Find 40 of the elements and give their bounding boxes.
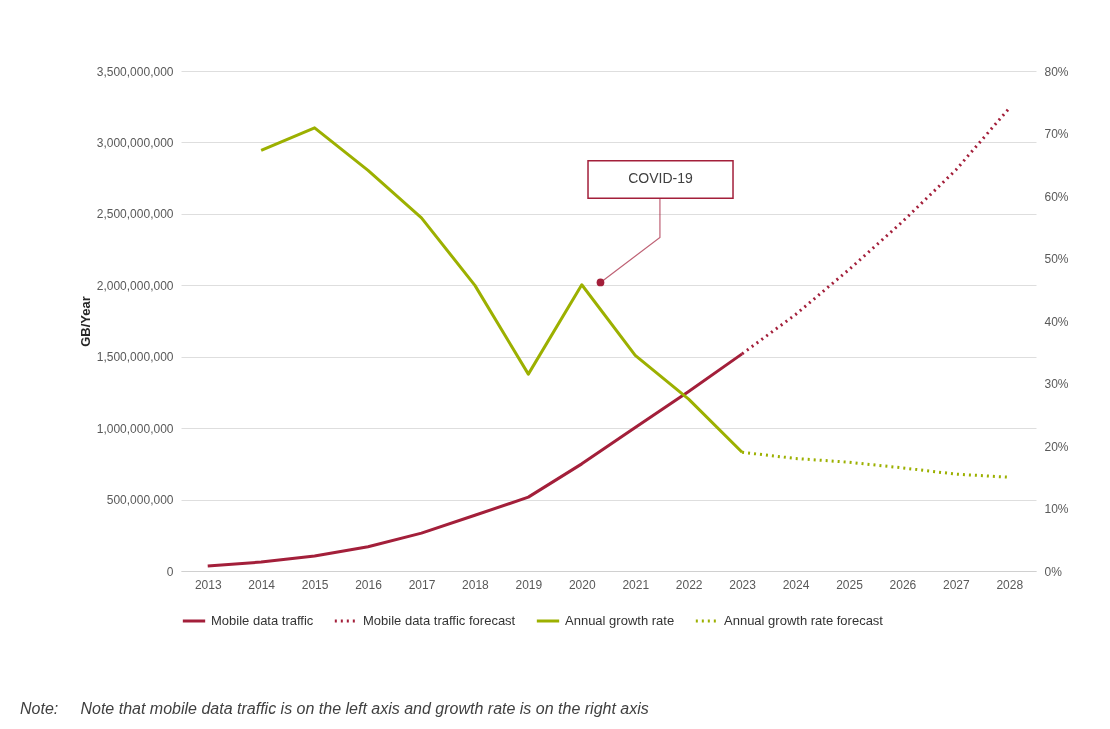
- x-tick-label: 2016: [355, 577, 383, 592]
- legend-label: Mobile data traffic: [211, 613, 314, 628]
- y-axis-title: GB/Year: [77, 296, 93, 347]
- y-tick-label: 3,000,000,000: [96, 135, 174, 150]
- x-tick-label: 2013: [194, 577, 222, 592]
- y-tick-label: 0: [166, 564, 174, 579]
- y2-tick-label: 0%: [1044, 564, 1063, 579]
- y2-tick-label: 20%: [1044, 439, 1069, 454]
- x-tick-label: 2018: [462, 577, 490, 592]
- y-tick-label: 2,500,000,000: [96, 207, 174, 222]
- legend-label: Annual growth rate: [565, 613, 675, 628]
- x-tick-label: 2025: [836, 577, 864, 592]
- text: Note: Note that mobile data traffic is on the left axis and growth rate is on the right axis: [20, 700, 649, 718]
- legend-label: Annual growth rate forecast: [724, 613, 884, 628]
- y2-tick-label: 50%: [1044, 252, 1069, 266]
- y2-tick-label: 30%: [1044, 377, 1069, 391]
- y-tick-label: 1,500,000,000: [96, 350, 174, 365]
- x-tick-label: 2020: [568, 577, 596, 592]
- y2-tick-label: 10%: [1044, 502, 1069, 516]
- x-tick-label: 2027: [942, 577, 971, 592]
- x-tick-label: 2023: [729, 577, 757, 592]
- x-tick-label: 2014: [248, 577, 276, 592]
- y2-tick-label: 70%: [1044, 127, 1069, 141]
- y-tick-label: 1,000,000,000: [96, 421, 174, 436]
- x-tick-label: 2024: [782, 577, 810, 592]
- y2-tick-label: 80%: [1044, 64, 1069, 79]
- x-tick-label: 2022: [675, 577, 703, 592]
- y-tick-label: 3,500,000,000: [96, 64, 174, 79]
- x-tick-label: 2015: [301, 577, 329, 592]
- x-tick-label: 2019: [515, 577, 543, 592]
- annotation: COVID-19: [628, 170, 693, 187]
- x-tick-label: 2028: [996, 577, 1024, 592]
- x-tick-label: 2021: [622, 577, 650, 592]
- x-tick-label: 2026: [889, 577, 917, 592]
- y-tick-label: 2,000,000,000: [96, 278, 174, 293]
- x-tick-label: 2017: [408, 577, 436, 592]
- y2-tick-label: 40%: [1044, 314, 1069, 329]
- y2-tick-label: 60%: [1044, 189, 1069, 204]
- y-tick-label: 500,000,000: [106, 493, 174, 508]
- legend-label: Mobile data traffic forecast: [363, 613, 516, 628]
